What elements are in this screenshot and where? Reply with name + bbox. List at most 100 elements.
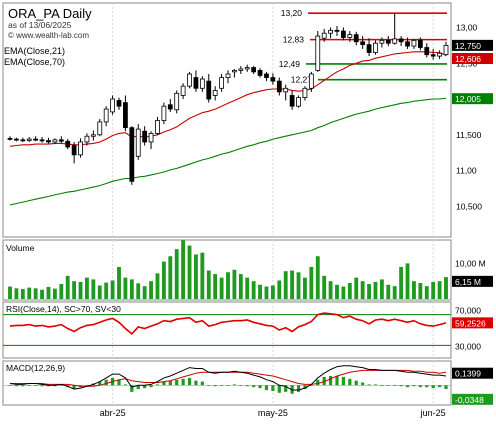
volume-bar: [412, 281, 416, 299]
candle-body: [443, 44, 449, 56]
ema21-legend: EMA(Close,21): [4, 46, 65, 56]
candle-body: [379, 39, 385, 44]
ema70-legend: EMA(Close,70): [4, 57, 65, 67]
volume-bar: [392, 286, 397, 299]
macd-histogram-bar: [200, 381, 204, 386]
macd-histogram-bar: [264, 385, 269, 390]
macd-histogram-bar: [175, 379, 179, 386]
macd-hist-value-box: [452, 393, 493, 405]
volume-bar: [85, 277, 89, 299]
volume-bar: [155, 273, 160, 299]
candle-body: [437, 52, 442, 57]
volume-bar: [117, 266, 121, 299]
candle-body: [199, 78, 205, 89]
macd-value-label: 0,1399: [455, 369, 481, 379]
macd-histogram-bar: [85, 385, 89, 386]
macd-histogram-bar: [367, 384, 371, 386]
volume-bar: [40, 289, 44, 299]
macd-histogram-bar: [104, 379, 108, 386]
volume-bar: [437, 281, 442, 299]
candle-body: [373, 42, 378, 53]
volume-bar: [174, 249, 179, 299]
ema21-value-label: 12,606: [455, 54, 481, 64]
candle-body: [225, 73, 231, 78]
candle-body: [20, 139, 26, 142]
volume-bar: [328, 281, 333, 299]
macd-histogram-bar: [437, 385, 442, 388]
candle-body: [148, 132, 154, 143]
volume-bar: [360, 281, 365, 299]
volume-bars: [8, 240, 448, 299]
volume-bar: [91, 279, 96, 299]
macd-histogram-bar: [181, 378, 185, 386]
volume-title: Volume: [6, 243, 35, 253]
volume-bar: [283, 271, 288, 299]
rsi-title: RSI(Close,14), SC>70, SV<30: [6, 304, 121, 314]
candle-body: [26, 138, 32, 141]
volume-bar: [123, 277, 128, 299]
volume-bar: [341, 286, 346, 299]
candle-body: [52, 139, 58, 143]
macd-histogram-bar: [354, 380, 358, 386]
candle-body: [430, 54, 436, 57]
last-close-box: [452, 39, 493, 51]
candle-body: [366, 44, 372, 53]
candle-body: [84, 135, 90, 143]
volume-bar: [270, 285, 275, 299]
macd-panel: [2, 360, 452, 406]
price-level-label: 12,83: [283, 35, 305, 45]
macd-histogram-bar: [117, 379, 121, 386]
volume-bar: [226, 272, 230, 299]
volume-bar: [354, 277, 359, 299]
rsi-line: [9, 312, 447, 336]
candle-body: [90, 134, 96, 137]
axis-labels: 13,0012,5012,0011,50011,0010,500abr-25ma…: [100, 22, 493, 418]
volume-bar: [309, 266, 314, 299]
macd-plot: [3, 365, 451, 394]
volume-bar: [322, 275, 327, 299]
volume-bar: [65, 275, 70, 299]
volume-bar: [149, 281, 153, 299]
candle-body: [33, 138, 39, 141]
candle-body: [232, 70, 237, 73]
price-tick-label: 11,00: [456, 166, 477, 176]
volume-bar: [136, 283, 141, 299]
macd-histogram-bar: [130, 385, 134, 392]
as-of-date: as of 13/06/2025: [8, 20, 72, 30]
volume-bar: [399, 266, 404, 299]
price-level-label: 13,20: [281, 8, 303, 18]
candle-body: [219, 77, 224, 89]
macd-histogram-bar: [373, 384, 378, 386]
macd-histogram-bar: [40, 385, 44, 387]
macd-histogram-bar: [431, 385, 435, 389]
macd-histogram-bar: [309, 385, 313, 386]
candle-body: [7, 137, 13, 140]
macd-histogram-bar: [296, 385, 301, 392]
volume-bar: [296, 272, 301, 299]
macd-histogram-bar: [271, 385, 275, 391]
volume-bar: [418, 282, 423, 299]
macd-value-box: [452, 367, 493, 379]
volume-bar: [264, 286, 269, 299]
volume-bar: [59, 284, 64, 299]
candle-body: [398, 38, 404, 43]
volume-bar: [97, 285, 102, 299]
candle-body: [46, 140, 51, 143]
volume-bar: [405, 263, 410, 299]
volume-bar: [219, 277, 224, 299]
macd-histogram-bar: [341, 376, 346, 386]
volume-bar: [168, 256, 173, 299]
macd-histogram-bar: [168, 380, 172, 386]
macd-histogram-bar: [14, 385, 19, 387]
macd-histogram-bar: [425, 385, 429, 388]
candle-body: [264, 73, 269, 78]
candle-body: [187, 73, 192, 87]
macd-histogram-bar: [213, 385, 217, 387]
macd-histogram-bar: [226, 385, 230, 386]
volume-bar: [46, 286, 51, 299]
macd-histogram-bar: [239, 385, 243, 386]
macd-histogram-bar: [399, 385, 403, 387]
macd-line: [9, 365, 447, 391]
volume-bar: [72, 281, 77, 299]
